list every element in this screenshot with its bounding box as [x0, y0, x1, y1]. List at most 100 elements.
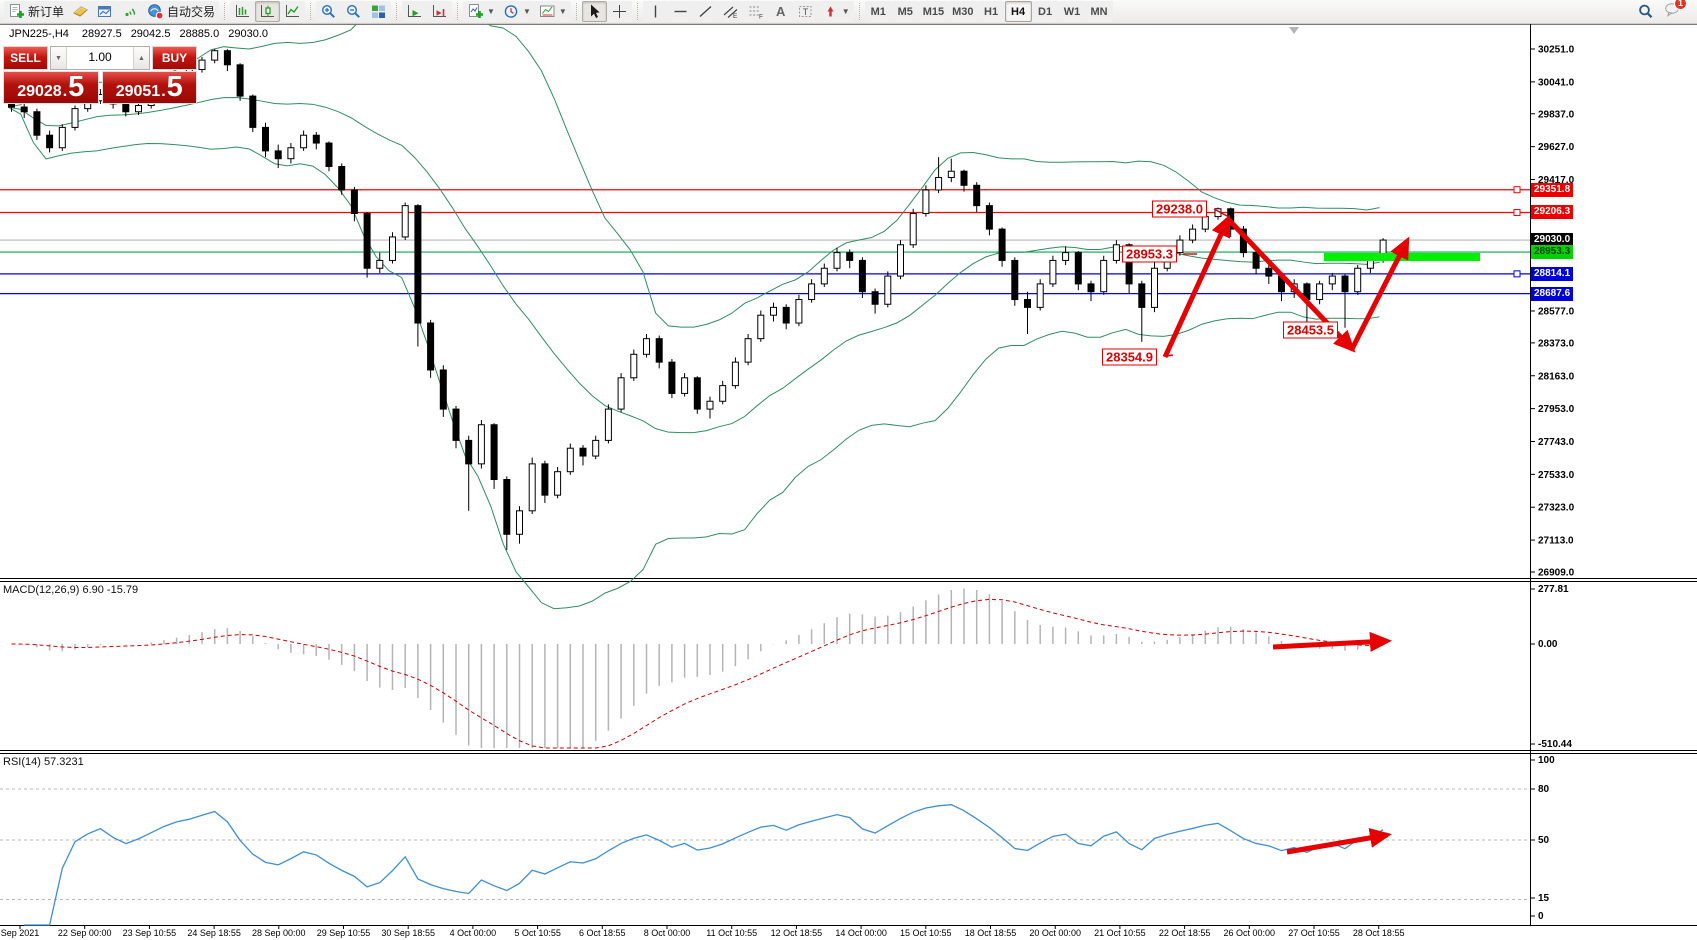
- axis-tick-label: 277.81: [1538, 584, 1569, 595]
- level-line-handle[interactable]: [1513, 186, 1521, 194]
- channel-button[interactable]: E: [717, 1, 743, 22]
- time-axis-label: 8 Oct 00:00: [643, 928, 691, 938]
- bollinger-upper-band: [7, 0, 1380, 328]
- price-annotation-label[interactable]: 28453.5: [1283, 321, 1338, 339]
- fibonacci-button[interactable]: F: [742, 1, 768, 22]
- chart-window-button[interactable]: [93, 1, 119, 22]
- horizontal-line-button[interactable]: [667, 1, 693, 22]
- chat-button[interactable]: 1: [1664, 0, 1687, 23]
- line-chart-button[interactable]: [280, 1, 306, 22]
- axis-tick-label: 27953.0: [1538, 404, 1575, 415]
- styler-button[interactable]: [68, 1, 94, 22]
- axis-tick-label: 29837.0: [1538, 109, 1575, 120]
- price-annotation-label[interactable]: 28354.9: [1102, 348, 1157, 366]
- macd-trend-arrow[interactable]: [1272, 631, 1392, 652]
- timeframe-M30[interactable]: M30: [948, 1, 978, 22]
- volume-stepper: ▼ 1.00 ▲: [50, 46, 150, 70]
- candle-bearish: [1138, 283, 1146, 308]
- candle-bullish: [1049, 259, 1057, 285]
- buy-price-main: 29051: [115, 83, 161, 100]
- toolbar-grip[interactable]: [396, 3, 398, 20]
- periods-button[interactable]: ▼: [498, 1, 535, 22]
- timeframe-D1[interactable]: D1: [1031, 1, 1059, 22]
- axis-tick-label: 80: [1538, 784, 1550, 795]
- candlestick-chart-button[interactable]: [255, 1, 281, 22]
- text-button[interactable]: A: [767, 1, 793, 22]
- trend-arrow[interactable]: [1162, 214, 1231, 359]
- price-annotation-label[interactable]: 29238.0: [1152, 200, 1207, 218]
- time-axis-label: 6 Oct 18:55: [579, 928, 626, 938]
- time-axis-label: 4 Oct 00:00: [449, 928, 497, 938]
- axis-tick-label: 26909.0: [1538, 568, 1575, 579]
- svg-text:T: T: [803, 7, 809, 17]
- candle-bullish: [1290, 283, 1298, 293]
- toolbar-grip[interactable]: [457, 3, 459, 20]
- candle-bearish: [122, 103, 130, 113]
- auto-scroll-button[interactable]: [402, 1, 428, 22]
- timeframe-H1[interactable]: H1: [977, 1, 1005, 22]
- timeframe-M1[interactable]: M1: [864, 1, 892, 22]
- candle-bullish: [1176, 239, 1184, 254]
- timeframe-MN[interactable]: MN: [1085, 1, 1113, 22]
- zoom-out-button[interactable]: [341, 1, 367, 22]
- volume-value[interactable]: 1.00: [88, 50, 112, 64]
- crosshair-button[interactable]: [606, 1, 632, 22]
- rsi-line: [24, 804, 1384, 926]
- candle-bearish: [668, 361, 676, 394]
- candle-bearish: [465, 439, 473, 465]
- ohlc-close: 29030.0: [228, 28, 268, 40]
- candle-bearish: [33, 111, 41, 136]
- candle-bearish: [655, 338, 663, 363]
- indicators-button[interactable]: ▼: [463, 1, 499, 22]
- auto-trading-button[interactable]: 自动交易: [143, 1, 220, 22]
- toolbar-grip[interactable]: [636, 3, 638, 20]
- timeframe-H4[interactable]: H4: [1004, 1, 1032, 22]
- arrows-button[interactable]: ▼: [817, 1, 854, 22]
- timeframe-W1[interactable]: W1: [1058, 1, 1086, 22]
- cursor-button[interactable]: [581, 1, 607, 22]
- one-click-trading-panel: SELL ▼ 1.00 ▲ BUY 29028. 5 29051. 5: [3, 46, 197, 104]
- candle-bullish: [1214, 208, 1222, 218]
- level-line-handle[interactable]: [1513, 270, 1521, 278]
- buy-button[interactable]: BUY: [152, 46, 197, 70]
- toolbar-grip[interactable]: [224, 3, 226, 20]
- bar-chart-button[interactable]: [230, 1, 256, 22]
- volume-increase-button[interactable]: ▲: [133, 47, 149, 69]
- toolbar-grip[interactable]: [575, 3, 577, 20]
- new-order-button[interactable]: 新订单: [4, 1, 69, 22]
- toolbar-grip[interactable]: [858, 3, 860, 20]
- trendline-button[interactable]: [692, 1, 718, 22]
- price-annotation-label[interactable]: 28953.3: [1122, 245, 1177, 263]
- buy-price-dot: .: [161, 83, 166, 100]
- sell-price-button[interactable]: 29028. 5: [3, 71, 99, 104]
- templates-button[interactable]: ▼: [534, 1, 571, 22]
- auto-trading-label: 自动交易: [167, 5, 216, 19]
- support-zone-band[interactable]: [1324, 253, 1480, 261]
- sell-button[interactable]: SELL: [3, 46, 48, 70]
- text-label-button[interactable]: T: [792, 1, 818, 22]
- timeframe-M15[interactable]: M15: [918, 1, 949, 22]
- level-line-handle[interactable]: [1513, 208, 1521, 216]
- candle-bearish: [262, 126, 269, 152]
- vertical-line-button[interactable]: [642, 1, 668, 22]
- toolbar-grip[interactable]: [310, 3, 312, 20]
- volume-decrease-button[interactable]: ▼: [51, 47, 67, 69]
- fibonacci-icon: F: [749, 6, 763, 20]
- rsi-trend-arrow[interactable]: [1286, 827, 1392, 855]
- signals-button[interactable]: [118, 1, 144, 22]
- candle-bullish: [731, 361, 739, 387]
- candle-bearish: [236, 64, 244, 97]
- buy-price-button[interactable]: 29051. 5: [101, 71, 197, 104]
- timeframe-M5[interactable]: M5: [891, 1, 919, 22]
- candle-bullish: [71, 108, 79, 128]
- template-icon: [539, 5, 555, 17]
- auto-trading-icon: [148, 4, 164, 20]
- chart-shift-marker[interactable]: [1289, 27, 1299, 34]
- macd-signal-line: [11, 598, 1384, 749]
- chart-shift-button[interactable]: [427, 1, 453, 22]
- trend-arrow[interactable]: [1349, 236, 1410, 351]
- tile-windows-button[interactable]: [366, 1, 392, 22]
- zoom-in-button[interactable]: [316, 1, 342, 22]
- search-icon[interactable]: [1637, 3, 1654, 20]
